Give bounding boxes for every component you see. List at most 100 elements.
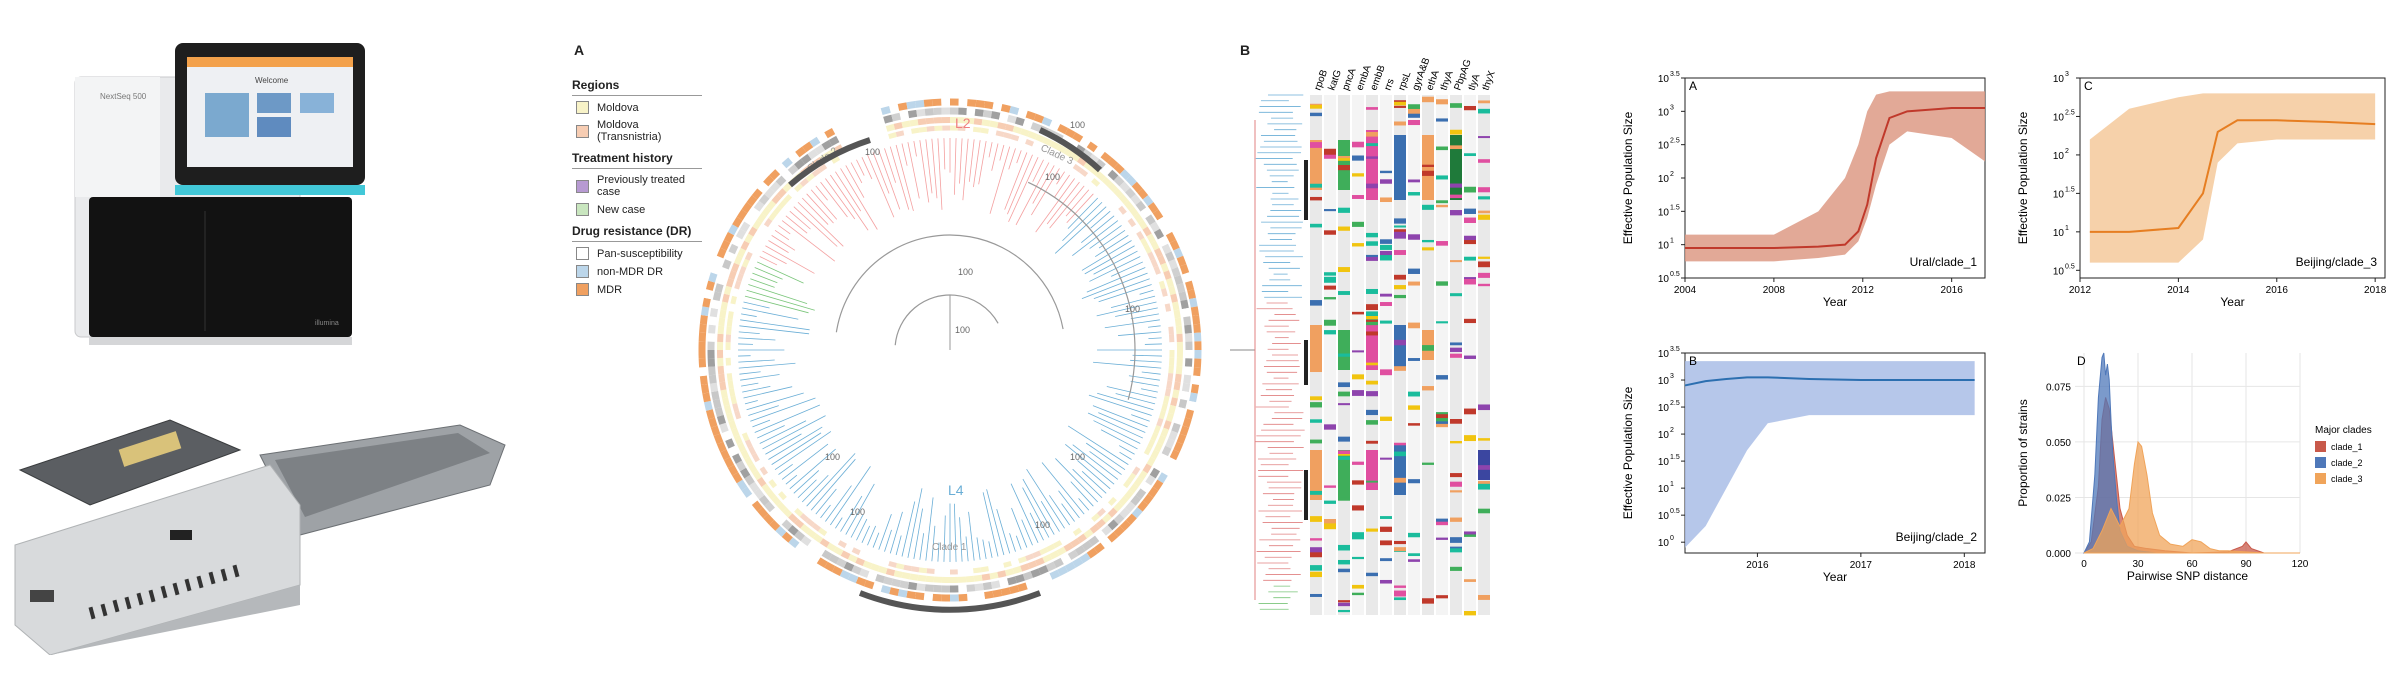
ring-segment: [763, 175, 775, 187]
x-axis-label: Year: [1823, 295, 1847, 309]
ring-segment: [974, 108, 984, 117]
heatmap-cell: [1422, 164, 1434, 168]
ring-segment: [713, 433, 724, 445]
ring-segment: [916, 108, 926, 117]
ring-segment: [700, 384, 710, 394]
ring-segment: [727, 464, 739, 476]
ring-segment: [1057, 565, 1069, 577]
ring-segment: [1118, 194, 1129, 205]
tree-leaf: [1077, 460, 1111, 490]
ring-segment: [788, 537, 800, 549]
ring-segment: [1053, 557, 1064, 568]
y-axis-label: Proportion of strains: [2016, 399, 2030, 506]
heatmap-cell: [1408, 119, 1420, 126]
ring-segment: [723, 457, 735, 469]
ring-segment: [1012, 126, 1023, 135]
ring-segment: [831, 155, 841, 164]
ring-segment: [1128, 206, 1139, 217]
heatmap-cell: [1338, 382, 1350, 388]
lineage-label-l2: L2: [955, 115, 971, 131]
ring-segment: [744, 214, 755, 226]
clade-label: Beijing/clade_3: [2296, 255, 2378, 269]
tree-leaf: [771, 432, 822, 465]
tree-leaf: [835, 171, 862, 212]
ring-segment: [1000, 587, 1011, 597]
ring-segment: [807, 148, 819, 160]
ring-segment: [764, 501, 775, 513]
y-tick-exponent: 2.5: [1670, 138, 1680, 145]
tree-leaf: [845, 483, 875, 535]
heatmap-cell: [1366, 440, 1378, 444]
x-tick-label: 90: [2240, 559, 2252, 570]
legend-title: Major clades: [2315, 425, 2372, 436]
heatmap-cell: [1464, 235, 1476, 242]
ring-segment: [1161, 224, 1173, 236]
ring-segment: [1066, 159, 1076, 169]
clade-bar: [1304, 470, 1308, 520]
heatmap-cell: [1394, 231, 1406, 238]
ring-segment: [1131, 507, 1143, 519]
ring-segment: [816, 132, 828, 143]
heatmap-cell: [1464, 153, 1476, 157]
heatmap-cell: [1436, 521, 1448, 526]
panel-letter: A: [1689, 79, 1697, 93]
ring-segment: [897, 589, 908, 598]
ring-segment: [818, 527, 828, 537]
clade-bar: [1304, 340, 1308, 385]
ring-segment: [768, 479, 778, 489]
tree-leaf: [1072, 468, 1103, 499]
ring-segment: [1167, 372, 1174, 382]
tree-leaf: [1093, 250, 1138, 275]
heatmap-cell: [1338, 450, 1350, 500]
ring-segment: [998, 578, 1009, 588]
tree-leaf: [1106, 386, 1157, 399]
ring-segment: [1180, 390, 1189, 401]
x-tick-label: 2018: [2364, 285, 2387, 296]
heatmap-cell: [1408, 559, 1420, 562]
heatmap-cell: [1338, 559, 1350, 565]
ring-segment: [1095, 518, 1106, 529]
heatmap-cell: [1394, 451, 1406, 457]
heatmap-cell: [1422, 598, 1434, 604]
x-tick-label: 2014: [2167, 285, 2190, 296]
tree-leaf: [996, 508, 1011, 554]
ring-segment: [794, 507, 804, 517]
ring-segment: [989, 572, 999, 580]
heatmap-cell: [1338, 267, 1350, 273]
ring-segment: [1183, 316, 1192, 326]
ring-segment: [1168, 326, 1174, 335]
heatmap-cell: [1324, 424, 1336, 430]
tree-leaf: [740, 319, 810, 331]
ring-segment: [720, 449, 731, 461]
y-tick-exponent: 2.5: [1670, 400, 1680, 407]
tree-leaf: [741, 382, 759, 387]
x-axis-label: Year: [1823, 570, 1847, 584]
ring-segment: [1064, 127, 1076, 139]
heatmap-cell: [1408, 358, 1420, 361]
heatmap-cell: [1366, 572, 1378, 577]
tree-leaf: [781, 220, 836, 262]
ring-segment: [1079, 136, 1091, 148]
ring-segment: [1030, 568, 1041, 578]
ring-segment: [1165, 438, 1175, 449]
ring-segment: [1127, 472, 1137, 482]
tree-leaf: [746, 392, 804, 411]
ring-segment: [788, 188, 798, 198]
ring-segment: [837, 151, 847, 160]
ring-segment: [753, 200, 765, 212]
tree-leaf: [1054, 174, 1070, 198]
tree-leaf: [793, 206, 838, 247]
heatmap-cell: [1338, 330, 1350, 370]
heatmap-cell: [1366, 130, 1378, 200]
ring-segment: [826, 542, 837, 552]
x-tick-label: 2016: [1941, 285, 1964, 296]
ring-segment: [1113, 175, 1125, 187]
gene-label: thyX: [1480, 69, 1497, 92]
ring-segment: [1164, 303, 1172, 312]
ring-segment: [728, 388, 736, 397]
ring-segment: [1056, 144, 1067, 154]
tree-leaf: [1093, 361, 1162, 369]
ring-segment: [766, 200, 777, 211]
y-tick-exponent: 1: [1670, 481, 1674, 488]
